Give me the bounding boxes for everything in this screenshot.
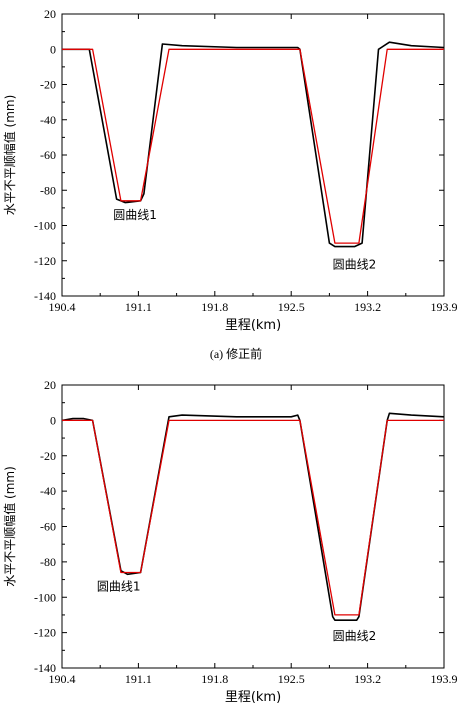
y-tick-label: -140 bbox=[34, 289, 56, 303]
x-tick-label: 191.8 bbox=[201, 300, 228, 314]
y-tick-label: 0 bbox=[50, 413, 56, 427]
x-tick-label: 193.9 bbox=[431, 672, 458, 686]
y-tick-label: -100 bbox=[34, 219, 56, 233]
y-tick-label: -60 bbox=[40, 520, 56, 534]
y-tick-label: -60 bbox=[40, 148, 56, 162]
x-tick-label: 190.4 bbox=[49, 300, 76, 314]
y-tick-label: 20 bbox=[44, 7, 56, 21]
curve-annotation: 圆曲线1 bbox=[113, 208, 157, 222]
y-tick-label: -80 bbox=[40, 183, 56, 197]
y-axis-label: 水平不平顺幅值 (mm) bbox=[2, 95, 17, 216]
x-tick-label: 192.5 bbox=[278, 300, 305, 314]
fitted-series-line bbox=[62, 48, 444, 244]
y-axis-label: 水平不平顺幅值 (mm) bbox=[2, 466, 17, 587]
y-tick-label: -40 bbox=[40, 484, 56, 498]
y-tick-label: -20 bbox=[40, 78, 56, 92]
x-axis-label: 里程(km) bbox=[225, 318, 281, 333]
y-tick-label: -140 bbox=[34, 661, 56, 675]
figure-caption: (a) 修正前 bbox=[209, 347, 263, 361]
x-tick-label: 191.1 bbox=[125, 300, 152, 314]
measured-series-line bbox=[62, 41, 444, 248]
y-tick-label: -120 bbox=[34, 254, 56, 268]
y-tick-label: -80 bbox=[40, 555, 56, 569]
x-tick-label: 193.2 bbox=[354, 672, 381, 686]
curve-annotation: 圆曲线2 bbox=[333, 257, 377, 271]
x-tick-label: 190.4 bbox=[49, 672, 76, 686]
y-tick-label: -120 bbox=[34, 626, 56, 640]
y-tick-label: -100 bbox=[34, 590, 56, 604]
chart-before-correction: 190.4 191.1 191.8 192.5 193.2 193.9 20 0 -20 -40 -… bbox=[2, 7, 458, 333]
y-tick-label: 0 bbox=[50, 42, 56, 56]
x-tick-label: 191.8 bbox=[201, 672, 228, 686]
x-tick-label: 193.9 bbox=[431, 300, 458, 314]
y-tick-label: -20 bbox=[40, 449, 56, 463]
x-tick-label: 193.2 bbox=[354, 300, 381, 314]
fitted-series-line bbox=[62, 419, 444, 616]
y-tick-label: 20 bbox=[44, 378, 56, 392]
curve-annotation: 圆曲线2 bbox=[333, 629, 377, 643]
chart-after-correction: 190.4 191.1 191.8 192.5 193.2 193.9 20 0 -20 -40 -… bbox=[2, 378, 458, 705]
x-tick-label: 191.1 bbox=[125, 672, 152, 686]
y-tick-label: -40 bbox=[40, 113, 56, 127]
curve-annotation: 圆曲线1 bbox=[97, 580, 141, 594]
x-axis-label: 里程(km) bbox=[225, 690, 281, 705]
x-tick-label: 192.5 bbox=[278, 672, 305, 686]
